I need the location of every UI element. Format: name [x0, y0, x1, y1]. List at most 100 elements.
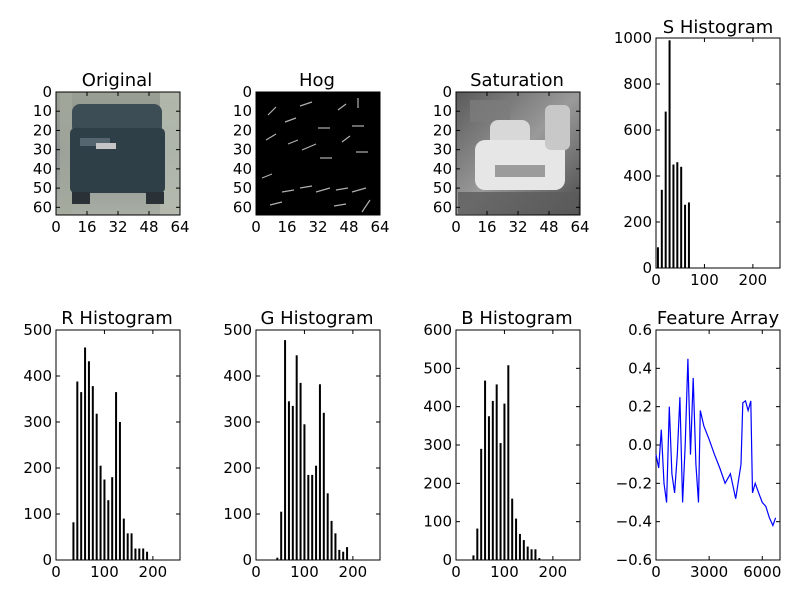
x-tick-label: 100: [490, 563, 519, 581]
chart-title: B Histogram: [461, 308, 572, 329]
x-tick-label: 6000: [743, 563, 781, 581]
x-tick-label: 100: [90, 563, 119, 581]
x-tick-label: 200: [739, 271, 768, 289]
y-tick-label: 40: [233, 160, 252, 178]
y-tick-label: 30: [33, 141, 52, 159]
x-tick-label: 100: [290, 563, 319, 581]
histogram-bar: [530, 549, 533, 560]
x-tick-label: 32: [508, 218, 527, 236]
x-tick-label: 32: [308, 218, 327, 236]
x-tick-label: 3000: [690, 563, 728, 581]
histogram-bar: [95, 413, 98, 560]
chart-title: S Histogram: [663, 17, 774, 38]
histogram-bar: [76, 381, 79, 560]
y-tick-label: 60: [433, 198, 452, 216]
histogram-bar: [142, 548, 145, 560]
y-tick-label: 0.0: [628, 436, 652, 454]
x-tick-label: 64: [370, 218, 389, 236]
x-tick-label: 200: [139, 563, 168, 581]
y-tick-label: 0: [42, 83, 52, 101]
x-tick-label: 0: [251, 563, 261, 581]
x-tick-label: 16: [277, 218, 296, 236]
y-tick-label: 400: [223, 367, 252, 385]
histogram-bar: [115, 392, 118, 560]
histogram-bar: [99, 465, 102, 560]
y-tick-label: 100: [23, 505, 52, 523]
histogram-bar: [284, 340, 287, 560]
y-tick-label: 200: [623, 213, 652, 231]
y-tick-label: 800: [623, 75, 652, 93]
y-tick-label: 50: [433, 179, 452, 197]
chart-title: Saturation: [470, 70, 564, 91]
hog-image: [256, 92, 380, 215]
histogram-bar: [84, 347, 87, 560]
y-tick-label: 60: [233, 198, 252, 216]
y-tick-label: 300: [223, 413, 252, 431]
histogram-bar: [130, 533, 133, 560]
y-tick-label: 50: [233, 179, 252, 197]
panel-r-histogram: R Histogram 0 100 200 0 100 200 300 400 500: [23, 308, 181, 581]
histogram-bar: [495, 384, 498, 560]
histogram-bar: [126, 533, 129, 560]
x-tick-label: 64: [570, 218, 589, 236]
histogram-bar: [338, 549, 341, 560]
histogram-bar: [146, 551, 149, 560]
y-tick-label: 60: [33, 198, 52, 216]
saturation-image: [456, 92, 580, 215]
histogram-bar: [122, 518, 125, 560]
histogram-bar: [295, 355, 298, 560]
y-tick-label: 0: [442, 551, 452, 569]
y-tick-label: 20: [433, 121, 452, 139]
chart-title: Original: [82, 70, 152, 91]
y-tick-label: 300: [23, 413, 52, 431]
y-tick-label: 10: [433, 102, 452, 120]
x-tick-label: 0: [451, 218, 461, 236]
y-tick-label: 0.6: [628, 321, 652, 339]
x-tick-label: 0: [51, 218, 61, 236]
x-tick-label: 0: [651, 271, 661, 289]
histogram-bar: [487, 416, 490, 560]
y-tick-label: 30: [233, 141, 252, 159]
histogram-bar: [472, 555, 475, 560]
histogram-bar: [330, 520, 333, 560]
panel-b-histogram: B Histogram 0 100 200 0 100 200 300 400 500 600: [423, 308, 581, 581]
histogram-bar: [80, 392, 83, 560]
histogram-bar: [660, 189, 663, 268]
y-tick-label: 500: [23, 321, 52, 339]
histogram-bar: [287, 401, 290, 560]
y-tick-label: 0: [442, 83, 452, 101]
histogram-bar: [103, 479, 106, 560]
axes-frame: [455, 329, 581, 561]
histogram-bar: [491, 400, 494, 560]
x-tick-label: 48: [339, 218, 358, 236]
panel-s-histogram: S Histogram 0 100 200 0 200 400 600 800 1000: [614, 17, 781, 289]
y-tick-label: 50: [33, 179, 52, 197]
x-tick-label: 48: [539, 218, 558, 236]
y-tick-label: 1000: [614, 29, 652, 47]
histogram-bar: [280, 511, 283, 560]
y-tick-label: 0: [242, 83, 252, 101]
histogram-bar: [518, 533, 521, 560]
histogram-bar: [346, 547, 349, 560]
histogram-bar: [476, 528, 479, 560]
y-tick-label: 0: [242, 551, 252, 569]
y-tick-label: 400: [23, 367, 52, 385]
hog-strokes: [261, 98, 371, 213]
histogram-bar: [480, 448, 483, 560]
histogram-bar: [342, 551, 345, 560]
original-image: [56, 92, 180, 215]
x-tick-label: 100: [690, 271, 719, 289]
y-tick-label: 300: [423, 436, 452, 454]
histogram-bar: [538, 558, 541, 560]
histogram-bar: [334, 533, 337, 560]
x-tick-label: 0: [51, 563, 61, 581]
histogram-bar: [656, 247, 659, 268]
axes-frame: [655, 37, 781, 269]
y-tick-label: −0.6: [616, 551, 652, 569]
histogram-bar: [511, 498, 514, 560]
panel-hog: Hog: [233, 70, 390, 236]
histogram-bar: [684, 204, 687, 268]
histogram-bar: [138, 548, 141, 560]
